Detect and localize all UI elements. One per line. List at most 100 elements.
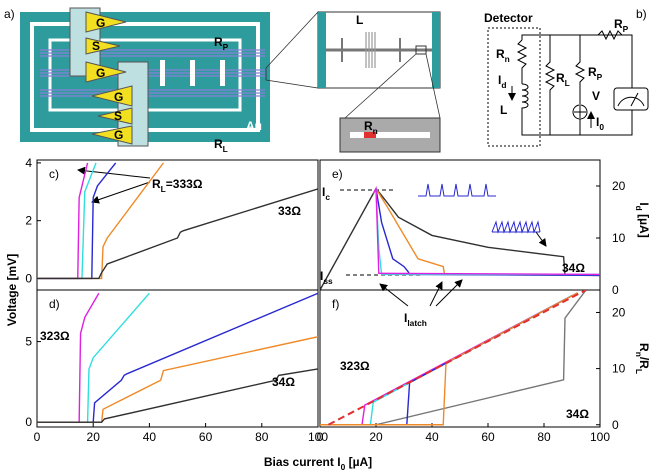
- subscript: P: [223, 42, 229, 52]
- subscript: latch: [407, 318, 427, 328]
- text-part: R: [556, 71, 565, 85]
- text-part: 323Ω: [340, 359, 370, 373]
- subscript: P: [623, 24, 629, 34]
- y-tick-label: 10: [612, 231, 626, 245]
- text-part: 34Ω: [272, 375, 295, 389]
- rp-label: RP: [588, 65, 603, 82]
- l-label: L: [500, 103, 507, 117]
- y-tick-label: 20: [612, 305, 626, 319]
- y2-axis-label: Rn/RL: [634, 343, 651, 374]
- panel-label: f): [332, 297, 339, 311]
- y2-axis-label: Id [µA]: [634, 202, 651, 237]
- text-part: R: [214, 137, 223, 151]
- annotation: Iss: [320, 269, 333, 286]
- panel-label: d): [49, 297, 60, 311]
- annotation: 34Ω: [562, 261, 585, 275]
- source-label: S: [92, 39, 100, 53]
- text-part: R: [614, 17, 623, 31]
- y-axis-label: Voltage [mV]: [5, 254, 19, 326]
- annotation: Ic: [322, 185, 330, 202]
- v-label: V: [592, 89, 600, 103]
- subscript: n: [373, 126, 378, 136]
- x-tick-label: 100: [590, 430, 610, 444]
- id-label: Id: [498, 73, 506, 90]
- x-tick-label: 60: [199, 430, 213, 444]
- x-tick-label: 40: [425, 430, 439, 444]
- text-part: 323Ω: [40, 329, 70, 343]
- annotation: RL=333Ω: [152, 177, 203, 194]
- text-part: R: [364, 119, 373, 133]
- text-part: 34Ω: [562, 261, 585, 275]
- rn-label: Rn: [496, 47, 510, 64]
- subscript: c: [325, 192, 330, 202]
- data-line: [37, 293, 149, 422]
- y-tick-label: 0: [612, 283, 619, 297]
- annotation: Ilatch: [404, 311, 427, 328]
- text-part: =333Ω: [166, 177, 203, 191]
- figure: a) G S G G S G RP RL Au L Rn b) Detector…: [0, 0, 660, 474]
- text-part: /R: [637, 357, 651, 369]
- y-tick-label: 5: [25, 335, 32, 349]
- subscript: L: [223, 144, 228, 154]
- subscript: L: [634, 369, 644, 374]
- y-tick-label: 4: [25, 156, 32, 170]
- gate-label: G: [114, 128, 123, 142]
- panel-label: c): [49, 167, 59, 181]
- inductor-label: L: [356, 13, 363, 27]
- i0-label: I0: [596, 115, 604, 132]
- subscript: 0: [599, 122, 604, 132]
- text-part: R: [637, 343, 651, 352]
- text-part: [µA]: [345, 455, 372, 469]
- gate-label: G: [96, 66, 105, 80]
- x-tick-label: 20: [369, 430, 383, 444]
- text-part: 34Ω: [566, 407, 589, 421]
- rl-label: RL: [556, 71, 570, 88]
- text-part: R: [588, 65, 597, 79]
- y-tick-label: 0: [612, 418, 619, 432]
- data-line: [37, 293, 99, 422]
- annotation: 323Ω: [40, 329, 70, 343]
- y-tick-label: 2: [25, 214, 32, 228]
- panel-label: e): [332, 167, 343, 181]
- x-tick-label: 20: [87, 430, 101, 444]
- subscript: ss: [323, 276, 333, 286]
- detector-label: Detector: [484, 11, 533, 25]
- y-tick-label: 20: [612, 179, 626, 193]
- subscript: P: [597, 72, 603, 82]
- au-label: Au: [246, 119, 262, 133]
- subscript: d: [501, 80, 506, 90]
- x-tick-label: 80: [255, 430, 269, 444]
- annotation: 34Ω: [566, 407, 589, 421]
- data-line: [37, 163, 96, 279]
- text-part: R: [496, 47, 505, 61]
- x-tick-label: 0: [317, 430, 324, 444]
- data-line: [37, 163, 88, 279]
- plot-frame: [320, 160, 600, 290]
- panel-label: b): [636, 7, 647, 21]
- subscript: L: [565, 78, 570, 88]
- y-tick-label: 10: [612, 362, 626, 376]
- series-group: [320, 290, 586, 425]
- text-part: R: [214, 35, 223, 49]
- series-group: [37, 293, 318, 422]
- source-label: S: [114, 109, 122, 123]
- x-tick-label: 60: [481, 430, 495, 444]
- gate-label: G: [114, 90, 123, 104]
- x-axis-label: Bias current I0 [µA]: [264, 455, 372, 472]
- annotation: 323Ω: [340, 359, 370, 373]
- text-part: 33Ω: [278, 204, 301, 218]
- annotation: 34Ω: [272, 375, 295, 389]
- x-tick-label: 80: [537, 430, 551, 444]
- panel-label: a): [4, 7, 15, 21]
- gate-label: G: [96, 16, 105, 30]
- text-part: R: [152, 177, 161, 191]
- y-tick-label: 0: [25, 271, 32, 285]
- x-tick-label: 0: [34, 430, 41, 444]
- text-part: [µA]: [637, 211, 651, 238]
- text-part: Bias current I: [264, 455, 341, 469]
- subscript: n: [505, 54, 510, 64]
- annotation: 33Ω: [278, 204, 301, 218]
- x-tick-label: 40: [143, 430, 157, 444]
- y-tick-label: 0: [25, 415, 32, 429]
- rp-label: RP: [614, 17, 629, 34]
